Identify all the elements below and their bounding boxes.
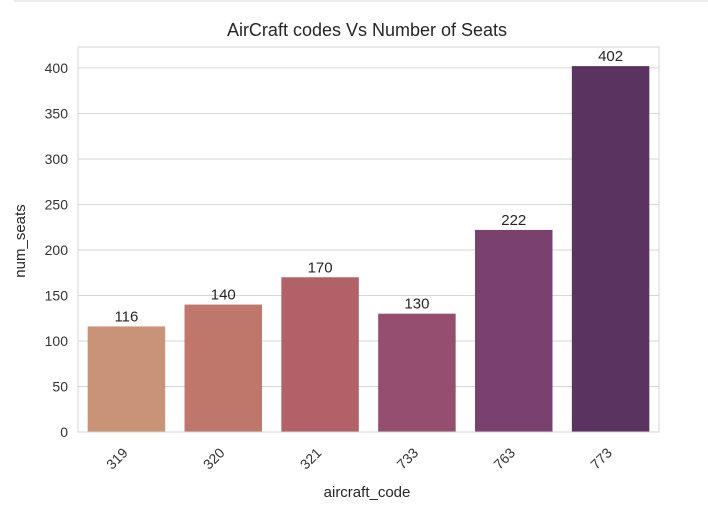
y-tick-label: 400 xyxy=(45,60,69,76)
data-label: 116 xyxy=(114,308,138,325)
data-label: 222 xyxy=(501,212,526,229)
data-label: 130 xyxy=(404,296,429,313)
bar-733 xyxy=(378,313,456,432)
bar-763 xyxy=(475,229,553,432)
chart-title: AirCraft codes Vs Number of Seats xyxy=(227,20,507,40)
y-tick-label: 100 xyxy=(45,333,69,349)
x-tick-label: 763 xyxy=(490,444,518,472)
data-label: 170 xyxy=(308,259,333,276)
y-tick-label: 0 xyxy=(60,424,68,440)
y-tick-label: 200 xyxy=(45,242,69,258)
y-tick-label: 150 xyxy=(45,287,69,303)
y-tick-label: 350 xyxy=(45,105,69,121)
data-labels: 116 140 170 130 222 402 xyxy=(114,48,623,325)
plot-frame xyxy=(77,46,660,433)
bars xyxy=(87,66,650,433)
data-label: 140 xyxy=(211,287,236,304)
x-axis-label: aircraft_code xyxy=(324,484,411,501)
bar-321 xyxy=(281,277,359,432)
y-tick-label: 250 xyxy=(45,196,69,212)
bar-320 xyxy=(184,304,262,432)
x-tick-label: 320 xyxy=(200,444,228,472)
notebook-cell-border xyxy=(14,0,708,2)
x-tick-label: 733 xyxy=(393,444,421,472)
axes-frame xyxy=(77,46,660,433)
data-label: 402 xyxy=(598,48,623,65)
x-tick-label: 773 xyxy=(587,444,615,472)
y-axis-label: num_seats xyxy=(12,204,29,277)
x-tick-label: 321 xyxy=(297,444,325,472)
bar-773 xyxy=(571,66,650,433)
y-tick-label: 50 xyxy=(52,378,68,394)
bar-319 xyxy=(87,326,166,432)
y-tick-labels: 0 50 100 150 200 250 300 350 400 xyxy=(45,60,69,440)
x-tick-label: 319 xyxy=(103,444,131,472)
x-tick-labels: 319 320 321 733 763 773 xyxy=(103,444,615,472)
y-tick-label: 300 xyxy=(45,151,69,167)
